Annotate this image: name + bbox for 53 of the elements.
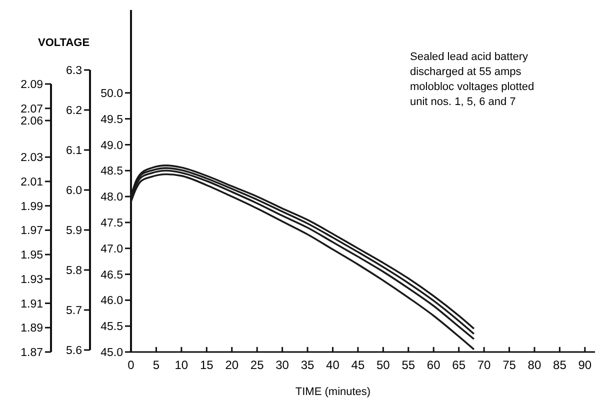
y2-tick-label: 6.3 bbox=[66, 65, 82, 78]
x-tick-label: 85 bbox=[553, 358, 567, 372]
y3-tick-label: 1.89 bbox=[20, 322, 43, 335]
y3-tick-label: 2.01 bbox=[20, 176, 43, 188]
y3-tick-label: 1.91 bbox=[20, 298, 43, 310]
y-tick-label: 46.5 bbox=[100, 269, 123, 282]
y3-tick-label: 2.09 bbox=[20, 79, 43, 92]
y3-tick-label: 2.07 bbox=[20, 103, 43, 116]
y3-tick-label: 1.95 bbox=[20, 250, 43, 262]
x-tick-label: 15 bbox=[200, 358, 214, 372]
y3-tick-label: 1.99 bbox=[20, 200, 43, 213]
x-tick-label: 55 bbox=[402, 358, 416, 372]
y-tick-label: 48.5 bbox=[100, 166, 123, 178]
x-axis-title: TIME (minutes) bbox=[295, 386, 371, 398]
y2-tick-label: 5.8 bbox=[66, 265, 82, 278]
y2-tick-label: 6.2 bbox=[66, 105, 82, 118]
x-tick-label: 35 bbox=[300, 358, 315, 372]
y-tick-label: 49.5 bbox=[100, 114, 123, 126]
y3-tick-label: 2.06 bbox=[20, 116, 43, 128]
annotation: Sealed lead acid battery discharged at 55 amps molobloc voltages plotted unit nos. 1, 5, 6 and 7 bbox=[410, 51, 534, 108]
x-tick-label: 40 bbox=[326, 358, 340, 372]
y2-tick-label: 5.9 bbox=[66, 225, 82, 238]
x-tick-label: 0 bbox=[128, 358, 135, 372]
x-tick-label: 70 bbox=[477, 358, 492, 372]
y-tick-label: 46.0 bbox=[100, 295, 123, 308]
y-tick-label: 48.0 bbox=[100, 192, 123, 204]
y-tick-label: 50.0 bbox=[100, 88, 123, 100]
y2-tick-label: 5.7 bbox=[66, 305, 82, 318]
y2-tick-label: 6.1 bbox=[66, 145, 82, 158]
y2-tick-label: 5.6 bbox=[66, 345, 82, 358]
x-tick-label: 60 bbox=[426, 358, 441, 372]
y-tick-label: 45.5 bbox=[100, 321, 123, 334]
y3-tick-label: 2.03 bbox=[20, 152, 43, 164]
y3-tick-label: 1.93 bbox=[20, 274, 43, 286]
y-tick-label: 47.0 bbox=[100, 243, 123, 256]
y2-tick-label: 6.0 bbox=[66, 185, 82, 198]
x-tick-label: 10 bbox=[174, 358, 188, 372]
y3-tick-label: 1.87 bbox=[20, 347, 43, 360]
y3-tick-label: 1.97 bbox=[20, 225, 43, 238]
x-tick-label: 80 bbox=[528, 358, 542, 372]
y3-axis-title: VOLTAGE bbox=[38, 37, 90, 49]
x-tick-label: 65 bbox=[452, 358, 466, 372]
x-tick-label: 20 bbox=[225, 358, 239, 372]
y-tick-label: 47.5 bbox=[100, 217, 123, 230]
y-tick-label: 45.0 bbox=[100, 347, 123, 360]
x-tick-label: 45 bbox=[351, 358, 365, 372]
x-tick-label: 90 bbox=[578, 358, 592, 372]
x-tick-label: 30 bbox=[276, 358, 290, 372]
x-tick-label: 75 bbox=[502, 358, 516, 372]
y-tick-label: 49.0 bbox=[100, 140, 123, 152]
x-tick-label: 5 bbox=[152, 358, 160, 372]
x-tick-label: 50 bbox=[376, 358, 390, 372]
x-tick-label: 25 bbox=[250, 358, 264, 372]
